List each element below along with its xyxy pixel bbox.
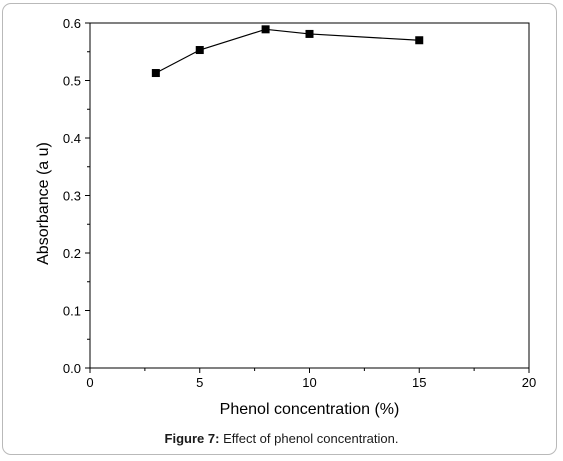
x-tick-label: 0 bbox=[86, 375, 93, 390]
caption-text: Effect of phenol concentration. bbox=[219, 431, 399, 446]
x-axis-title: Phenol concentration (%) bbox=[220, 401, 400, 418]
data-point-marker bbox=[195, 46, 204, 55]
x-tick-label: 10 bbox=[302, 375, 316, 390]
figure-caption: Figure 7: Effect of phenol concentration… bbox=[0, 431, 563, 446]
caption-label: Figure 7: bbox=[164, 431, 220, 446]
series-layer bbox=[151, 25, 424, 78]
y-axis-title: Absorbance (a u) bbox=[35, 142, 52, 265]
x-tick-label: 15 bbox=[412, 375, 426, 390]
y-tick-label: 0.0 bbox=[63, 361, 81, 376]
axis-labels: Phenol concentration (%) Absorbance (a u) bbox=[35, 142, 399, 418]
figure-frame bbox=[2, 3, 557, 455]
y-tick-label: 0.4 bbox=[63, 131, 81, 146]
data-point-marker bbox=[305, 29, 314, 38]
y-tick-label: 0.1 bbox=[63, 304, 81, 319]
y-tick-label: 0.2 bbox=[63, 246, 81, 261]
series-line bbox=[155, 28, 420, 74]
data-point-marker bbox=[261, 25, 270, 34]
y-tick-label: 0.6 bbox=[63, 16, 81, 31]
data-point-marker bbox=[151, 69, 160, 78]
x-tick-label: 20 bbox=[522, 375, 536, 390]
y-tick-label: 0.5 bbox=[63, 74, 81, 89]
axis-ticks: 0 5 10 15 20 0.0 0.1 0.2 0.3 0.4 0.5 0.6 bbox=[63, 16, 536, 390]
x-tick-label: 5 bbox=[196, 375, 203, 390]
y-tick-label: 0.3 bbox=[63, 189, 81, 204]
data-point-marker bbox=[415, 36, 424, 45]
